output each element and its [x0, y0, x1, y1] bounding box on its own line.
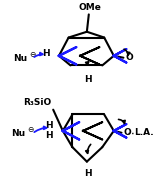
Text: H: H: [46, 121, 53, 130]
Text: H: H: [42, 49, 49, 58]
Text: L.A.: L.A.: [134, 128, 154, 137]
Text: H: H: [84, 75, 92, 84]
Text: H: H: [46, 131, 53, 140]
Text: ⊖: ⊖: [27, 125, 34, 134]
Text: R₃SiO: R₃SiO: [23, 98, 51, 107]
Text: O: O: [123, 128, 131, 137]
Text: ⊖: ⊖: [29, 50, 36, 59]
Text: Nu: Nu: [11, 129, 25, 138]
Text: H: H: [84, 169, 92, 178]
Text: O: O: [125, 53, 133, 62]
Text: OMe: OMe: [78, 2, 101, 12]
Text: Nu: Nu: [13, 54, 27, 63]
